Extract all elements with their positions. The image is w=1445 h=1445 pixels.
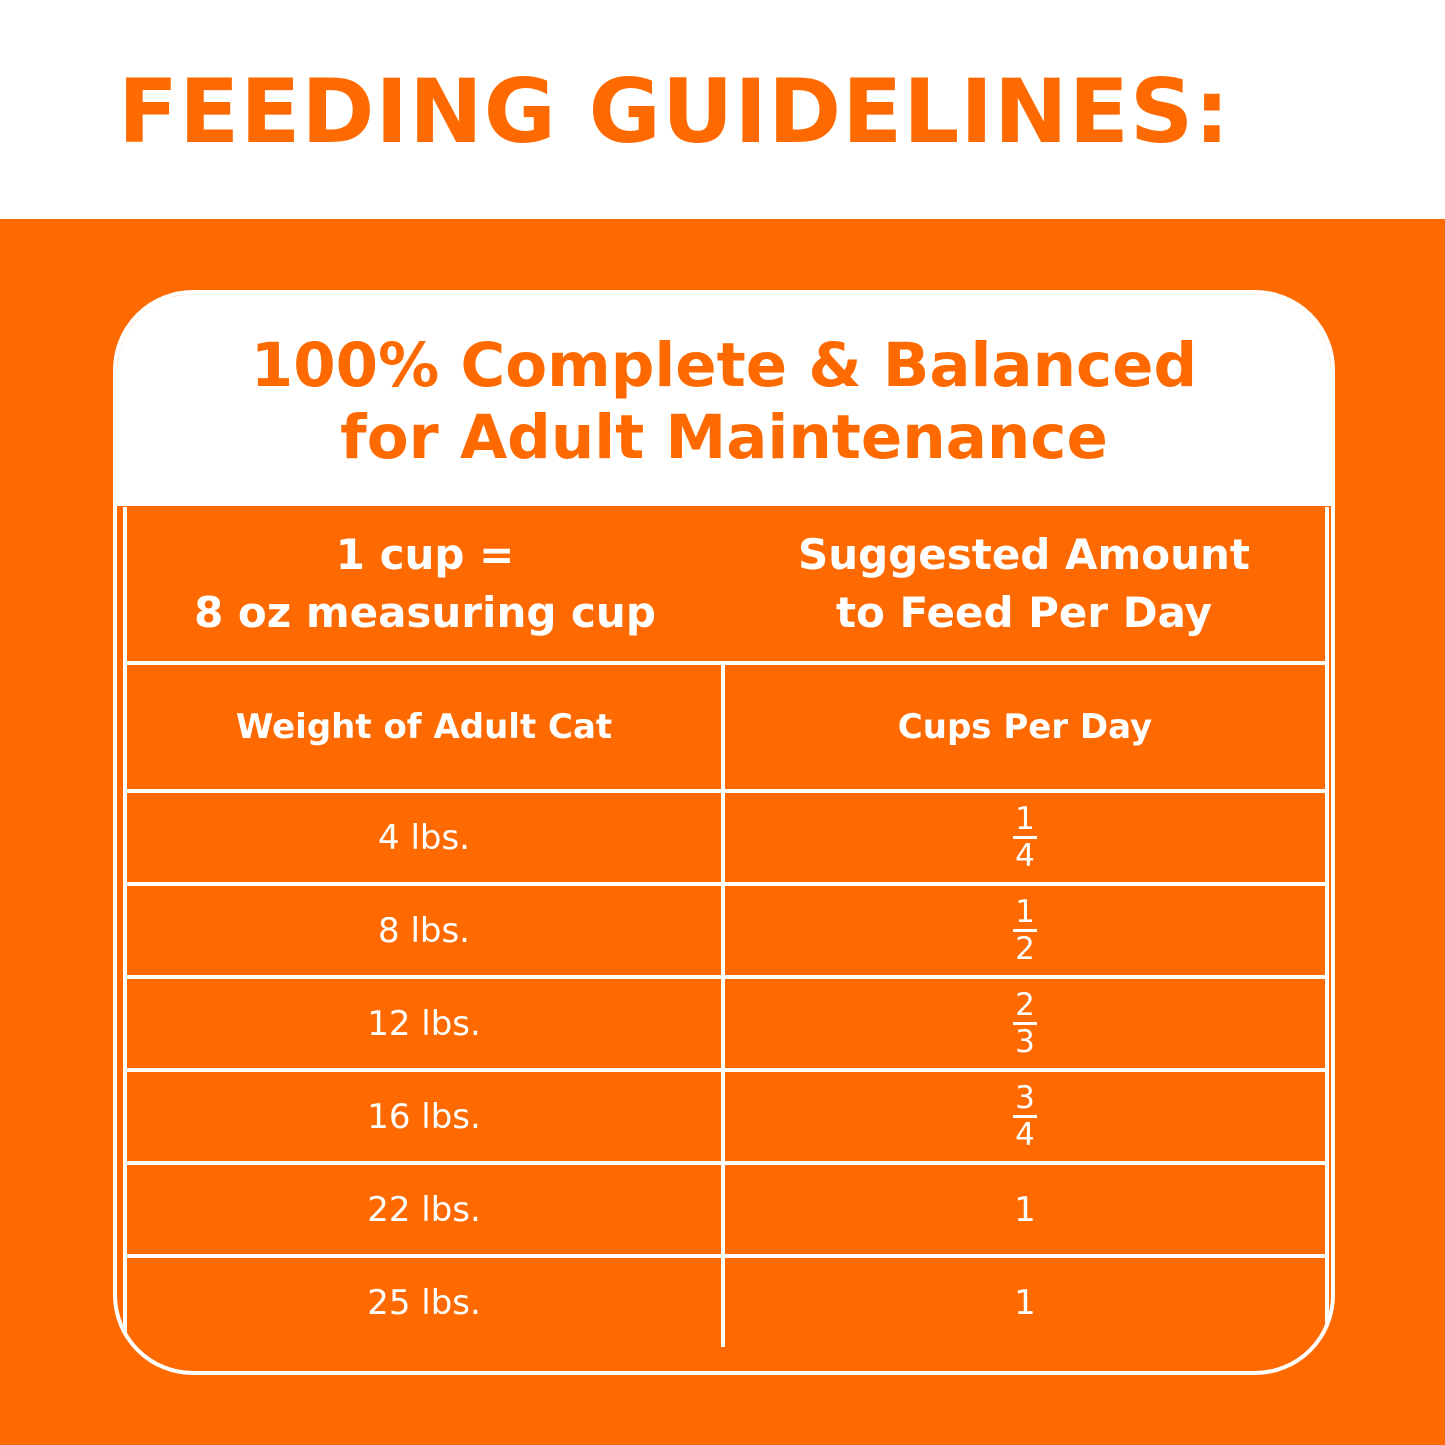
- cups-cell: 1: [721, 1161, 1329, 1258]
- weight-cell: 8 lbs.: [123, 882, 725, 979]
- fraction-numerator: 3: [1013, 1080, 1037, 1118]
- weight-cell: 22 lbs.: [123, 1161, 725, 1258]
- weight-cell: 16 lbs.: [123, 1068, 725, 1165]
- card-title: 100% Complete & Balanced for Adult Maint…: [117, 330, 1331, 474]
- card-title-line-2: for Adult Maintenance: [340, 402, 1108, 473]
- table-row: 8 lbs. 1 2: [123, 882, 1329, 979]
- cup-measure-header: 1 cup = 8 oz measuring cup: [123, 507, 723, 665]
- cups-cell: 2 3: [721, 975, 1329, 1072]
- fraction: 1 2: [1013, 895, 1037, 966]
- fraction-numerator: 2: [1013, 987, 1037, 1025]
- cups-column-header: Cups Per Day: [721, 661, 1329, 793]
- feeding-card: 100% Complete & Balanced for Adult Maint…: [113, 290, 1335, 1375]
- page-title: FEEDING GUIDELINES:: [118, 60, 1231, 163]
- table-row: 25 lbs. 1: [123, 1254, 1329, 1347]
- cup-measure-line-1: 1 cup =: [335, 530, 515, 579]
- suggested-amount-header: Suggested Amount to Feed Per Day: [723, 507, 1329, 665]
- suggested-amount-line-1: Suggested Amount: [797, 530, 1250, 579]
- weight-cell: 12 lbs.: [123, 975, 725, 1072]
- table-row: 16 lbs. 3 4: [123, 1068, 1329, 1165]
- weight-column-header: Weight of Adult Cat: [123, 661, 725, 793]
- fraction-numerator: 1: [1013, 801, 1037, 839]
- cups-cell: 1 2: [721, 882, 1329, 979]
- cups-cell: 1 4: [721, 789, 1329, 886]
- fraction: 1 4: [1013, 802, 1037, 873]
- fraction-denominator: 4: [1015, 1117, 1035, 1153]
- table-row: 22 lbs. 1: [123, 1161, 1329, 1258]
- fraction: 2 3: [1013, 988, 1037, 1059]
- fraction-denominator: 2: [1015, 931, 1035, 967]
- weight-cell: 25 lbs.: [123, 1254, 725, 1347]
- cups-cell: 1: [721, 1254, 1329, 1347]
- card-header: 100% Complete & Balanced for Adult Maint…: [117, 294, 1331, 506]
- table-row: 4 lbs. 1 4: [123, 789, 1329, 886]
- cups-cell: 3 4: [721, 1068, 1329, 1165]
- table-row: 12 lbs. 2 3: [123, 975, 1329, 1072]
- table-header-row: 1 cup = 8 oz measuring cup Suggested Amo…: [123, 507, 1329, 665]
- suggested-amount-line-2: to Feed Per Day: [835, 588, 1213, 637]
- fraction-denominator: 4: [1015, 838, 1035, 874]
- column-header-row: Weight of Adult Cat Cups Per Day: [123, 661, 1329, 793]
- weight-cell: 4 lbs.: [123, 789, 725, 886]
- fraction: 3 4: [1013, 1081, 1037, 1152]
- fraction-denominator: 3: [1015, 1024, 1035, 1060]
- fraction-numerator: 1: [1013, 894, 1037, 932]
- feeding-table: 1 cup = 8 oz measuring cup Suggested Amo…: [123, 507, 1329, 1347]
- cup-measure-line-2: 8 oz measuring cup: [194, 588, 656, 637]
- card-title-line-1: 100% Complete & Balanced: [250, 330, 1198, 401]
